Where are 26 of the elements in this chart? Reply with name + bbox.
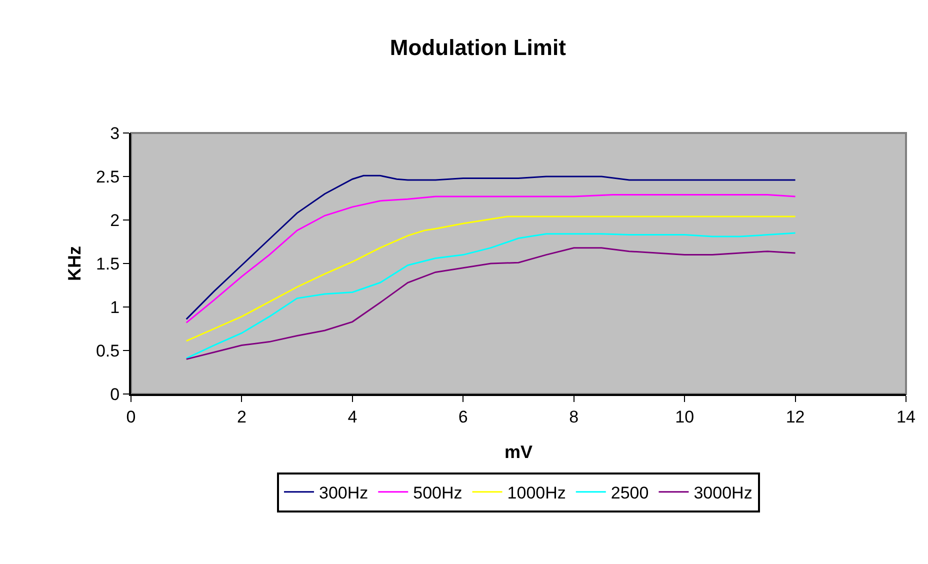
x-tick-label: 0 xyxy=(126,407,136,426)
legend-label: 500Hz xyxy=(413,483,462,502)
y-tick-label: 0 xyxy=(110,384,120,404)
legend-label: 300Hz xyxy=(319,483,368,502)
x-tick-label: 4 xyxy=(348,407,358,426)
x-axis-title: mV xyxy=(504,442,533,462)
legend-label: 1000Hz xyxy=(507,483,566,502)
line-series xyxy=(186,194,796,324)
x-tick-label: 8 xyxy=(569,407,579,426)
y-tick-label: 1 xyxy=(110,298,120,317)
x-tick-label: 2 xyxy=(236,407,246,426)
x-tick-label: 6 xyxy=(458,407,468,426)
y-tick-label: 1.5 xyxy=(96,254,120,274)
y-tick-label: 0.5 xyxy=(96,341,120,360)
y-tick-label: 2.5 xyxy=(96,167,120,186)
legend-label: 2500 xyxy=(610,483,649,502)
y-axis-title: KHz xyxy=(64,246,85,281)
y-tick-label: 2 xyxy=(110,210,120,230)
y-tick-label: 3 xyxy=(110,124,120,143)
legend-label: 3000Hz xyxy=(694,483,752,502)
chart-title: Modulation Limit xyxy=(390,34,567,60)
x-tick-label: 10 xyxy=(675,407,694,426)
x-tick-label: 12 xyxy=(786,407,805,426)
line-series xyxy=(186,216,796,342)
line-series xyxy=(186,174,796,320)
x-tick-label: 14 xyxy=(896,407,916,426)
